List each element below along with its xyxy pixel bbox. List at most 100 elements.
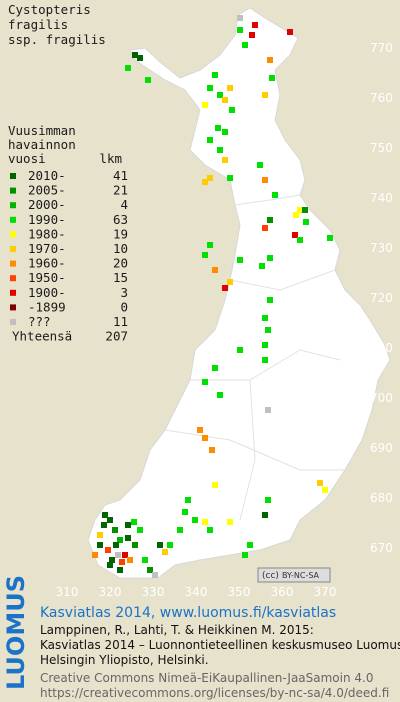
legend-period: 2010- bbox=[28, 168, 66, 183]
record-square bbox=[267, 217, 273, 223]
logo: LUOMUS bbox=[2, 575, 30, 690]
record-square bbox=[237, 257, 243, 263]
record-square bbox=[262, 342, 268, 348]
legend-swatch bbox=[10, 275, 16, 282]
record-square bbox=[262, 92, 268, 98]
record-square bbox=[262, 177, 268, 183]
record-square bbox=[202, 252, 208, 258]
record-square bbox=[202, 435, 208, 441]
license: https://creativecommons.org/licenses/by-… bbox=[40, 686, 389, 700]
record-square bbox=[125, 522, 131, 528]
total-count: 207 bbox=[105, 329, 128, 344]
headline: Kasviatlas 2014, www.luomus.fi/kasviatla… bbox=[40, 605, 336, 621]
y-coordinate-label: 770 bbox=[370, 41, 393, 55]
legend-count: 63 bbox=[113, 212, 128, 227]
legend-period: 1980- bbox=[28, 226, 66, 241]
record-square bbox=[262, 357, 268, 363]
citation: Helsingin Yliopisto, Helsinki. bbox=[40, 653, 209, 667]
species-title: fragilis bbox=[8, 17, 68, 32]
record-square bbox=[202, 519, 208, 525]
record-square bbox=[192, 517, 198, 523]
y-coordinate-label: 710 bbox=[370, 341, 393, 355]
legend-period: 1950- bbox=[28, 270, 66, 285]
record-square bbox=[237, 15, 243, 21]
record-square bbox=[117, 537, 123, 543]
record-square bbox=[212, 482, 218, 488]
x-coordinate-label: 320 bbox=[99, 585, 122, 599]
record-square bbox=[92, 552, 98, 558]
legend-period: 2005- bbox=[28, 183, 66, 198]
record-square bbox=[152, 572, 158, 578]
x-coordinate-label: 360 bbox=[271, 585, 294, 599]
record-square bbox=[267, 255, 273, 261]
record-square bbox=[293, 212, 299, 218]
record-square bbox=[212, 72, 218, 78]
legend-count: 15 bbox=[113, 270, 128, 285]
record-square bbox=[137, 527, 143, 533]
legend-count: 3 bbox=[120, 285, 128, 300]
record-square bbox=[265, 327, 271, 333]
legend-count: 4 bbox=[120, 197, 128, 212]
record-square bbox=[227, 175, 233, 181]
record-square bbox=[207, 85, 213, 91]
legend-period: 1900- bbox=[28, 285, 66, 300]
record-square bbox=[207, 242, 213, 248]
record-square bbox=[265, 407, 271, 413]
record-square bbox=[209, 447, 215, 453]
record-square bbox=[127, 557, 133, 563]
record-square bbox=[109, 557, 115, 563]
legend-swatch bbox=[10, 246, 16, 252]
record-square bbox=[101, 522, 107, 528]
record-square bbox=[212, 365, 218, 371]
record-square bbox=[262, 512, 268, 518]
record-square bbox=[215, 125, 221, 131]
legend-swatch bbox=[10, 231, 16, 238]
legend-count: 19 bbox=[113, 226, 128, 241]
record-square bbox=[132, 542, 138, 548]
record-square bbox=[177, 527, 183, 533]
y-coordinate-label: 750 bbox=[370, 141, 393, 155]
record-square bbox=[202, 379, 208, 385]
record-square bbox=[202, 102, 208, 108]
record-square bbox=[265, 497, 271, 503]
record-square bbox=[297, 207, 303, 213]
record-square bbox=[185, 497, 191, 503]
x-coordinate-label: 310 bbox=[56, 585, 79, 599]
legend-swatch bbox=[10, 187, 16, 194]
y-coordinate-label: 730 bbox=[370, 241, 393, 255]
legend-count-header: lkm bbox=[99, 151, 122, 166]
record-square bbox=[207, 175, 213, 181]
legend-swatch bbox=[10, 319, 16, 325]
legend-count: 10 bbox=[113, 241, 128, 256]
record-square bbox=[237, 347, 243, 353]
record-square bbox=[102, 512, 108, 518]
record-square bbox=[302, 207, 308, 213]
record-square bbox=[122, 552, 128, 558]
x-coordinate-label: 350 bbox=[228, 585, 251, 599]
legend-swatch bbox=[10, 289, 16, 296]
legend-period: 1990- bbox=[28, 212, 66, 227]
y-coordinate-label: 700 bbox=[370, 391, 393, 405]
legend-count: 11 bbox=[113, 314, 128, 329]
record-square bbox=[322, 487, 328, 493]
record-square bbox=[227, 519, 233, 525]
finland-map bbox=[87, 7, 391, 579]
legend-swatch bbox=[10, 260, 16, 267]
cc-icon: (cc) bbox=[262, 571, 279, 581]
legend-count: 21 bbox=[113, 183, 128, 198]
record-square bbox=[97, 542, 103, 548]
x-coordinate-label: 330 bbox=[142, 585, 165, 599]
record-square bbox=[147, 567, 153, 573]
license-badge: BY-NC-SA bbox=[282, 571, 320, 580]
legend-period: 1960- bbox=[28, 256, 66, 271]
record-square bbox=[97, 532, 103, 538]
record-square bbox=[247, 542, 253, 548]
record-square bbox=[257, 162, 263, 168]
record-square bbox=[217, 392, 223, 398]
legend-swatch bbox=[10, 216, 16, 223]
record-square bbox=[142, 557, 148, 563]
legend-period: ??? bbox=[28, 314, 51, 329]
record-square bbox=[157, 542, 163, 548]
y-coordinate-label: 670 bbox=[370, 541, 393, 555]
record-square bbox=[112, 527, 118, 533]
